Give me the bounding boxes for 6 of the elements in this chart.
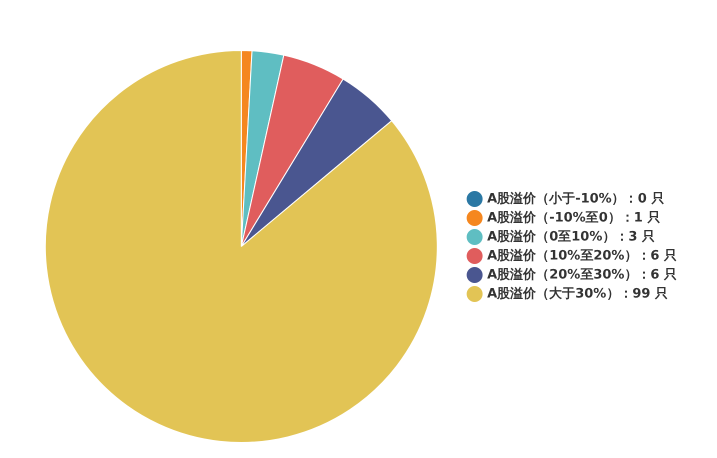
legend-label: A股溢价（20%至30%）：6 只 xyxy=(487,267,678,282)
legend-label: A股溢价（10%至20%）：6 只 xyxy=(487,248,678,264)
legend-label: A股溢价（0至10%）：3 只 xyxy=(487,229,655,244)
legend-label: A股溢价（小于-10%）：0 只 xyxy=(487,191,664,206)
legend-label: A股溢价（-10%至0）：1 只 xyxy=(487,210,660,226)
legend-label: A股溢价（大于30%）：99 只 xyxy=(487,286,668,302)
